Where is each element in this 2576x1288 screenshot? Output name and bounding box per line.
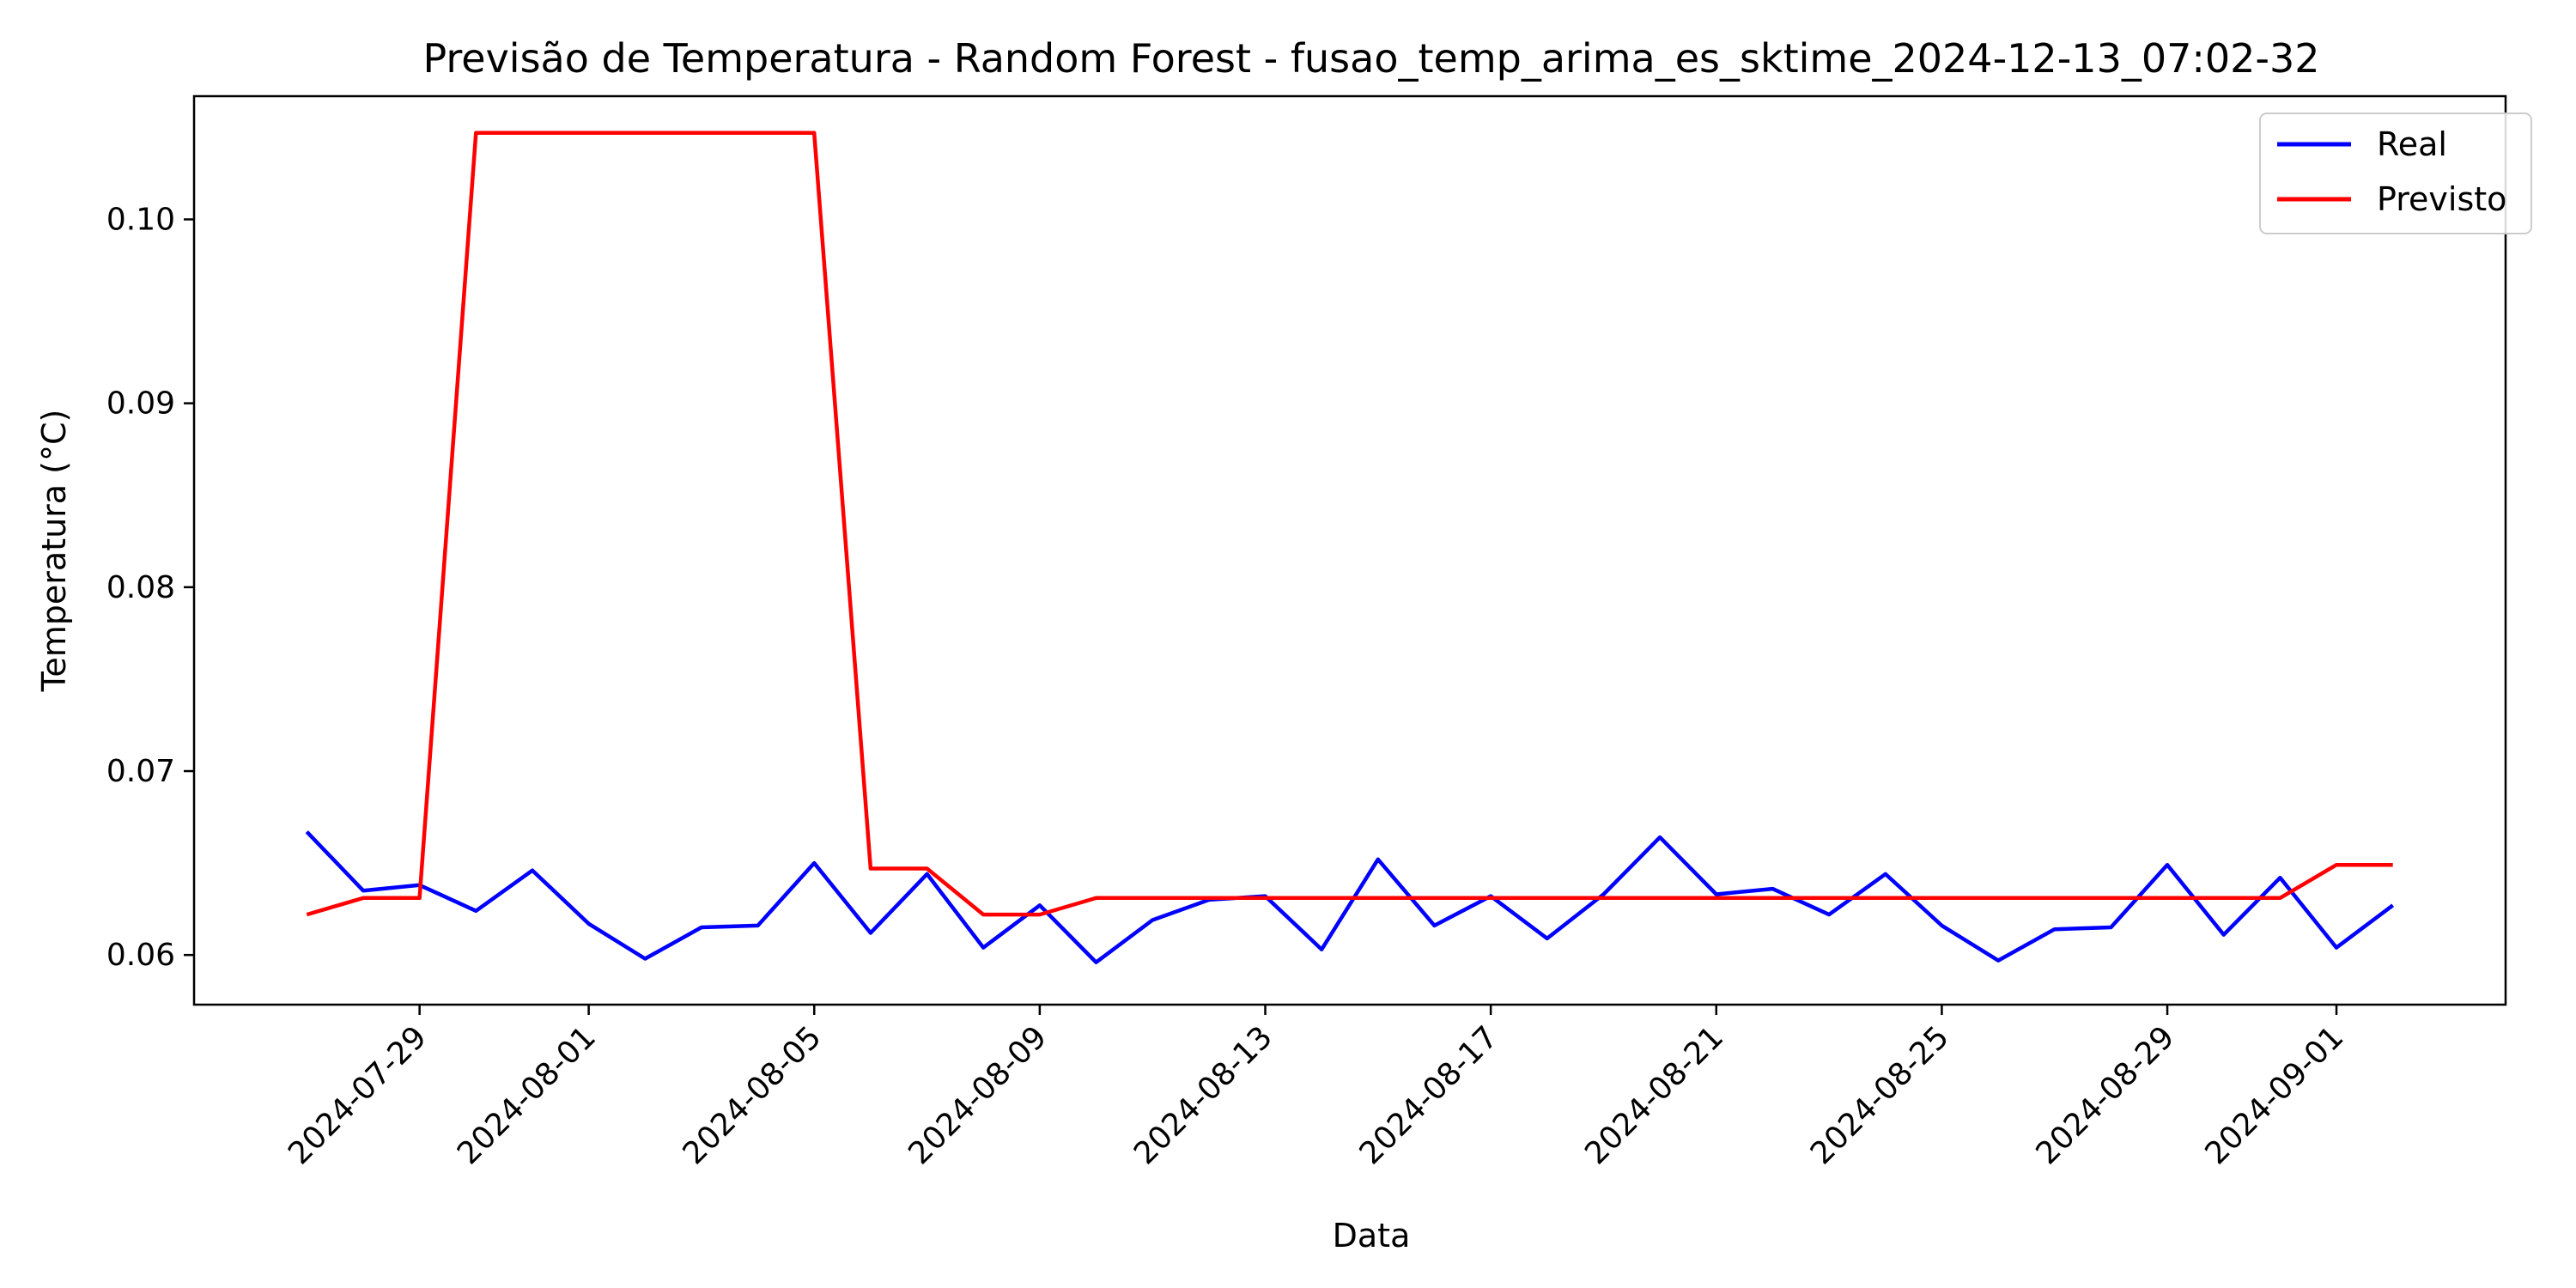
legend-label-real: Real (2377, 125, 2447, 163)
series-layer (305, 131, 2395, 964)
legend-label-previsto: Previsto (2377, 180, 2506, 218)
y-tick-label: 0.06 (106, 938, 175, 973)
legend: Real Previsto (2259, 112, 2532, 234)
y-tick-label: 0.09 (106, 386, 175, 422)
x-axis-label: Data (1333, 1217, 1411, 1255)
y-tick-label: 0.07 (106, 754, 175, 789)
y-tick-label: 0.10 (106, 202, 175, 237)
y-axis-label: Temperatura (°C) (35, 410, 73, 693)
series-line-previsto (306, 131, 2393, 917)
plot-frame (192, 94, 2507, 1006)
y-axis-ticks: 0.06 0.07 0.08 0.09 0.10 (106, 202, 194, 973)
series-line-real (305, 830, 2395, 964)
y-tick-label: 0.08 (106, 570, 175, 605)
chart-title: Previsão de Temperatura - Random Forest … (422, 35, 2319, 82)
